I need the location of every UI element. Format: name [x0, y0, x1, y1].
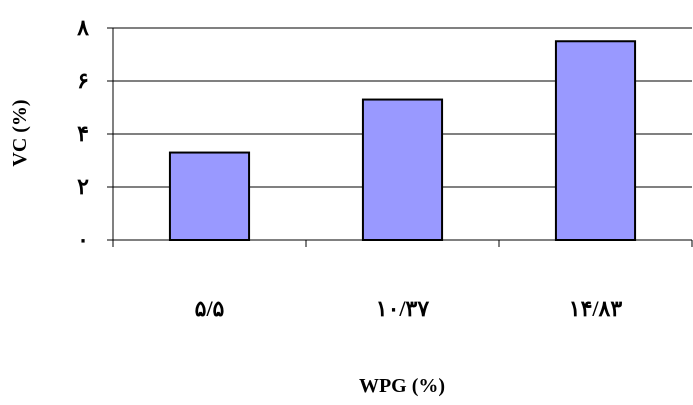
x-tick-label: ۵/۵	[195, 296, 225, 321]
x-tick-label: ۱۴/۸۳	[569, 296, 623, 321]
y-tick-label: ۲	[77, 174, 89, 199]
y-tick-label: ۴	[77, 121, 89, 146]
bar	[168, 151, 251, 241]
y-tick-label: ۸	[76, 15, 89, 40]
bar	[361, 98, 444, 241]
y-axis-ticks	[107, 27, 113, 241]
bar	[554, 40, 637, 241]
y-tick-label: ۰	[77, 227, 89, 252]
y-axis-tick-labels: ۰ ۲ ۴ ۶ ۸	[76, 15, 89, 252]
y-tick-label: ۶	[77, 68, 89, 93]
x-axis-ticks	[112, 240, 693, 247]
x-tick-label: ۱۰/۳۷	[376, 296, 430, 321]
x-axis-tick-labels: ۵/۵ ۱۰/۳۷ ۱۴/۸۳	[195, 296, 623, 321]
y-axis-title: VC (%)	[9, 99, 31, 166]
bars	[168, 40, 637, 241]
x-axis-title: WPG (%)	[359, 375, 445, 397]
